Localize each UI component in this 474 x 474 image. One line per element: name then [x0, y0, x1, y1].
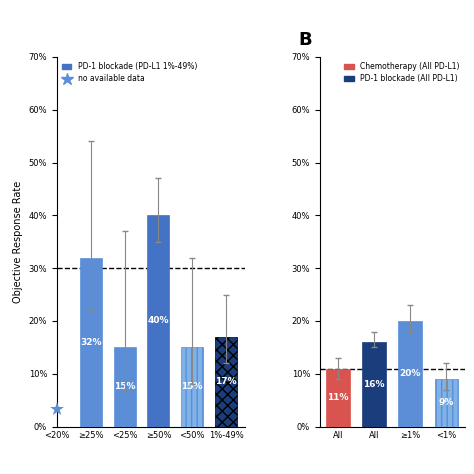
Bar: [80, 257, 102, 427]
Text: 15%: 15%: [114, 383, 135, 392]
Text: 32%: 32%: [80, 337, 101, 346]
Text: 9%: 9%: [438, 398, 454, 407]
Text: 17%: 17%: [215, 377, 237, 386]
Legend: Chemotherapy (All PD-L1), PD-1 blockade (All PD-L1): Chemotherapy (All PD-L1), PD-1 blockade …: [343, 61, 461, 85]
Text: 16%: 16%: [364, 380, 385, 389]
Bar: [327, 368, 350, 427]
Legend: PD-1 blockade (PD-L1 1%-49%), no available data: PD-1 blockade (PD-L1 1%-49%), no availab…: [61, 61, 199, 85]
Text: 40%: 40%: [148, 317, 169, 326]
Text: ★: ★: [49, 401, 65, 419]
Bar: [114, 347, 136, 427]
Y-axis label: Objective Response Rate: Objective Response Rate: [13, 181, 23, 303]
Bar: [435, 379, 458, 427]
Bar: [363, 342, 386, 427]
Bar: [147, 215, 169, 427]
Text: B: B: [298, 31, 312, 49]
Text: 15%: 15%: [182, 383, 203, 392]
Text: 11%: 11%: [328, 393, 349, 402]
Bar: [399, 321, 422, 427]
Bar: [215, 337, 237, 427]
Text: 20%: 20%: [400, 369, 421, 378]
Bar: [181, 347, 203, 427]
